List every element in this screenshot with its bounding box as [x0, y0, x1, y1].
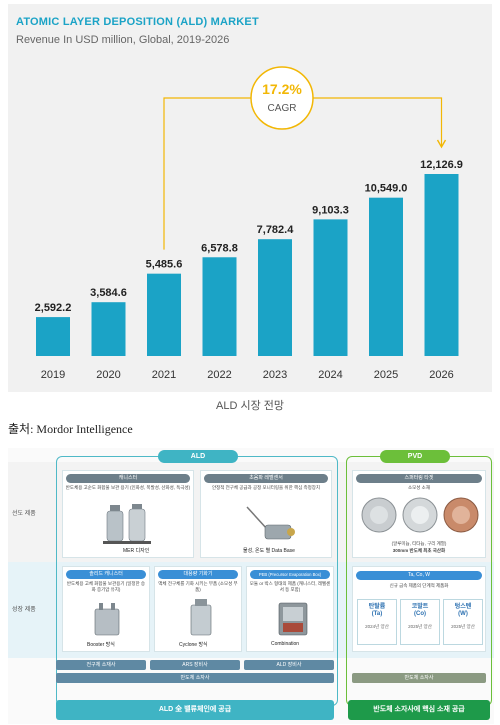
sputter-target-card: 스퍼터링 타겟 소모성 소재 (알루미늄, 티타늄, 구리 계열) 300mm … [352, 470, 486, 558]
sputter-target-desc: (알루미늄, 티타늄, 구리 계열) [391, 541, 447, 546]
vaporizer-desc: 액체 전구체를 기화 시키는 부품 (소모성 부품) [158, 581, 238, 592]
ald-header: ALD [158, 450, 238, 463]
bar-2021 [147, 273, 181, 356]
combination-image [278, 602, 308, 636]
solid-canister-desc: 반도체용 고체 화합물 보관용기 (일정한 승화 증기압 유지) [66, 581, 146, 592]
sensor-caption: 물성, 온도 별 Data Base [243, 548, 295, 554]
strip-device-maker-ald: 반도체 소자사 [56, 673, 334, 683]
material-w-year: 2025년 양산 [451, 624, 475, 629]
material-w-symbol: (W) [458, 611, 468, 617]
value-label-2026: 12,126.9 [420, 159, 463, 171]
sensor-image [246, 506, 295, 540]
strip-ald-equipment: ALD 장비사 [244, 660, 334, 670]
new-metal-head: Ta, Co, W [356, 571, 482, 580]
chart-panel: ATOMIC LAYER DEPOSITION (ALD) MARKET Rev… [8, 4, 492, 392]
source-text: 출처: Mordor Intelligence [8, 422, 133, 436]
combination-caption: Combination [271, 641, 300, 647]
cagr-badge [250, 66, 314, 130]
x-tick-2021: 2021 [152, 369, 176, 381]
bar-2024 [313, 219, 348, 356]
canister-caption: MER 디자인 [123, 548, 150, 554]
material-ta-name: 탄탈륨 [368, 604, 386, 610]
strip-ars: ARS 장비사 [150, 660, 240, 670]
bar-2019 [36, 317, 70, 356]
value-label-2024: 9,103.3 [312, 204, 349, 216]
cagr-label: CAGR [268, 103, 297, 114]
peb-head: PEB (Precursor Evaporation Box) [250, 570, 330, 579]
pvd-banner: 반도체 소자사에 핵심 소재 공급 [348, 700, 490, 720]
sputter-target-head: 스퍼터링 타겟 [356, 474, 482, 483]
material-co-year: 2025년 양산 [408, 624, 432, 629]
x-tick-2024: 2024 [318, 369, 342, 381]
x-tick-2020: 2020 [96, 369, 120, 381]
chart-caption: ALD 시장 전망 [216, 400, 284, 412]
sputter-target-desc2: 300mm 반도체 최초 국산화 [392, 548, 446, 553]
value-label-2019: 2,592.2 [35, 302, 72, 314]
value-label-2020: 3,584.6 [90, 287, 127, 299]
sensor-head: 초음파 레벨센서 [204, 474, 328, 483]
value-label-2021: 5,485.6 [146, 259, 183, 271]
material-co-symbol: (Co) [414, 611, 426, 617]
material-ta: 탄탈륨 (Ta) 2024년 양산 [357, 599, 397, 645]
new-metal-desc: 신규 금속 제품의 단계적 제품화 [389, 583, 449, 588]
value-label-2022: 6,578.8 [201, 242, 238, 254]
booster-caption: Booster 방식 [87, 642, 115, 648]
cyclone-image [190, 599, 212, 636]
value-label-2025: 10,549.0 [365, 183, 408, 195]
solid-canister-card: 솔리드 캐니스터 반도체용 고체 화합물 보관용기 (일정한 승화 증기압 유지… [62, 566, 150, 652]
x-tick-2025: 2025 [374, 369, 398, 381]
x-tick-2019: 2019 [41, 369, 65, 381]
sputter-target-sub: 소모성 소재 [408, 485, 430, 490]
material-co-name: 코발트 [411, 604, 429, 610]
material-ta-symbol: (Ta) [371, 611, 383, 617]
canister-card: 캐니스터 반도체용 고순도 화합물 보관 용기 (인화성, 폭발성, 산화성, … [62, 470, 194, 558]
material-ta-year: 2024년 양산 [365, 624, 389, 629]
bar-chart: 2,592.2 2019 3,584.6 2020 5,485.6 2021 6,578.8… [35, 66, 463, 381]
sputter-target-images [361, 497, 479, 533]
material-co: 코발트 (Co) 2025년 양산 [400, 599, 440, 645]
peb-desc: 모듈 or 박스 형태의 제품 (캐니스터, 레벨센서 등 포함) [249, 581, 331, 592]
bar-2023 [258, 239, 292, 356]
material-w-name: 텅스텐 [454, 604, 472, 610]
pvd-header: PVD [380, 450, 450, 463]
value-chain-diagram: 선도 제품 성장 제품 ALD 캐니스터 반도체용 고순도 화합물 보관 용기 … [8, 448, 494, 724]
x-tick-2026: 2026 [429, 369, 453, 381]
canister-desc: 반도체용 고순도 화합물 보관 용기 (인화성, 폭발성, 산화성, 독극성) [65, 485, 191, 490]
sensor-card: 초음파 레벨센서 안정적 전구체 공급과 공정 모니터링을 위한 핵심 측정장치… [200, 470, 332, 558]
ald-banner: ALD 全 밸류체인에 공급 [56, 700, 334, 720]
solid-canister-head: 솔리드 캐니스터 [66, 570, 146, 579]
bar-2022 [202, 257, 237, 356]
cagr-arrowhead [436, 139, 447, 149]
vaporizer-card: 대용량 기화기 액체 전구체를 기화 시키는 부품 (소모성 부품) Cyclo… [154, 566, 242, 652]
chart-title: ATOMIC LAYER DEPOSITION (ALD) MARKET [16, 16, 259, 28]
x-tick-2023: 2023 [263, 369, 287, 381]
material-w: 텅스텐 (W) 2025년 양산 [443, 599, 483, 645]
cyclone-caption: Cyclone 방식 [179, 642, 208, 648]
peb-card: PEB (Precursor Evaporation Box) 모듈 or 박스… [246, 566, 334, 652]
row-label-growth: 성장 제품 [12, 607, 36, 613]
chart-subtitle: Revenue In USD million, Global, 2019-202… [16, 34, 230, 46]
cagr-value: 17.2% [262, 81, 302, 97]
bar-2026 [424, 174, 459, 356]
vaporizer-head: 대용량 기화기 [158, 570, 238, 579]
value-label-2023: 7,782.4 [257, 224, 295, 236]
bar-2020 [91, 302, 126, 356]
strip-device-maker-pvd: 반도체 소자사 [352, 673, 486, 683]
bar-2025 [369, 197, 403, 356]
row-label-leading: 선도 제품 [12, 511, 36, 517]
x-tick-2022: 2022 [207, 369, 231, 381]
new-metal-card: Ta, Co, W 신규 금속 제품의 단계적 제품화 탄탈륨 (Ta) 202… [352, 566, 486, 652]
strip-precursor: 전구체 소재사 [56, 660, 146, 670]
canister-head: 캐니스터 [66, 474, 190, 483]
canister-image [103, 504, 151, 544]
booster-image [94, 603, 120, 636]
sensor-desc: 안정적 전구체 공급과 공정 모니터링을 위한 핵심 측정장치 [211, 485, 321, 490]
